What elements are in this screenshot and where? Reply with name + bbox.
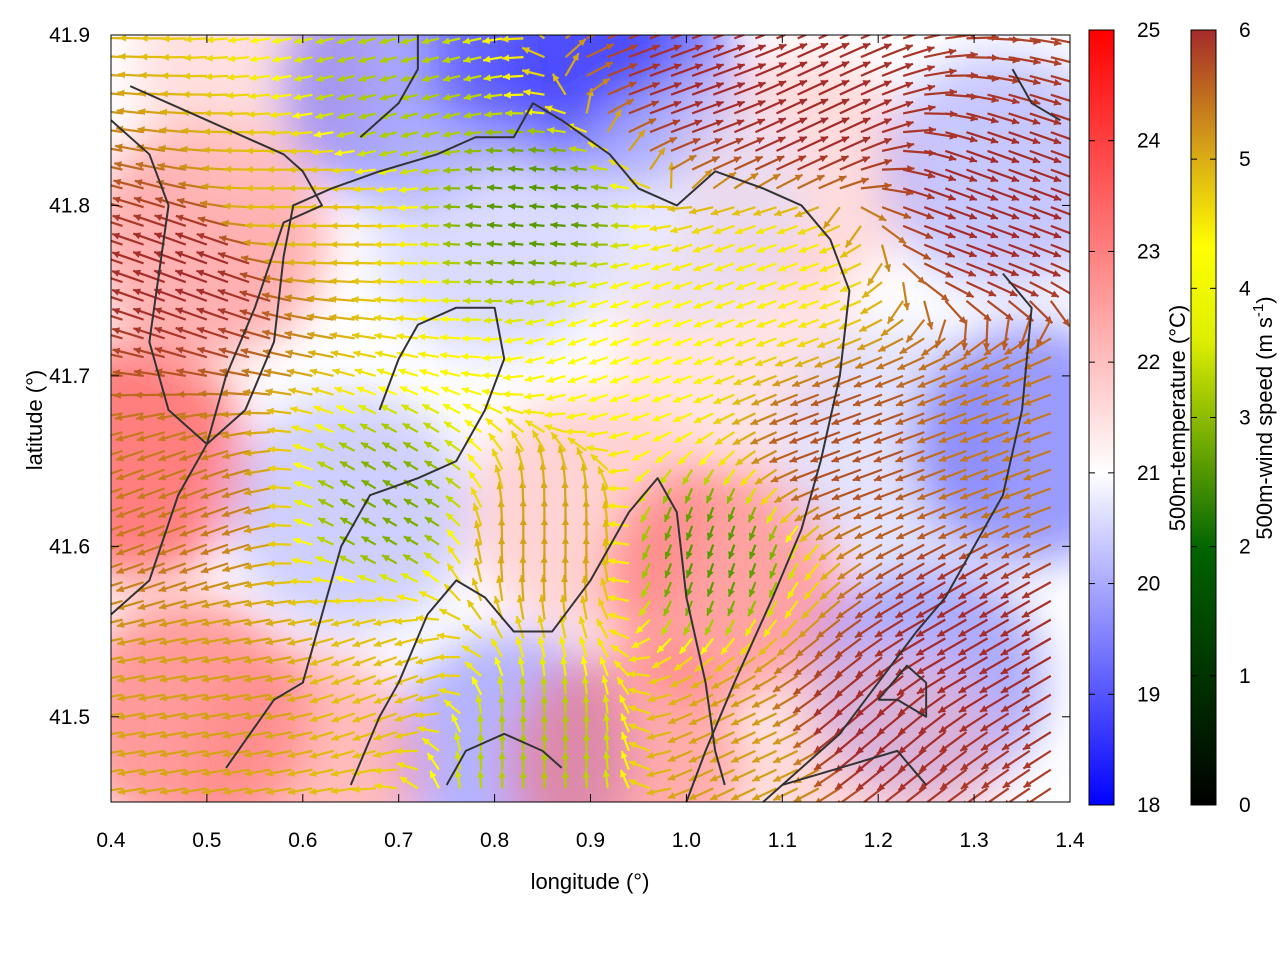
colorbar-tick-label: 5 <box>1239 148 1251 171</box>
wind-colorbar-label: 500m-wind speed (m s-1) <box>1250 296 1277 539</box>
temperature-sample <box>912 324 1152 564</box>
temperature-colorbar-label: 500m-temperature (°C) <box>1165 305 1190 531</box>
colorbar-tick-label: 4 <box>1239 277 1251 300</box>
temperature-sample <box>883 51 1123 291</box>
x-tick-label: 0.9 <box>576 829 605 852</box>
wind-colorbar: 0 1 2 3 4 5 6 500m-wind speed (m s-1) <box>1191 19 1277 817</box>
colorbar-tick-label: 19 <box>1137 683 1160 706</box>
y-axis-label: latitude (°) <box>22 370 47 471</box>
colorbar-tick-label: 22 <box>1137 351 1160 374</box>
x-tick-label: 0.4 <box>96 829 126 852</box>
x-tick-label: 1.3 <box>959 829 988 852</box>
x-tick-label: 0.6 <box>288 829 317 852</box>
plot-area: 0.4 0.5 0.6 0.7 0.8 0.9 1.0 1.1 1.2 1.3 1.4 41.5 41… <box>10 0 1151 894</box>
colorbar-tick-label: 24 <box>1137 130 1161 153</box>
y-tick-label: 41.9 <box>49 24 90 47</box>
wind-colorbar-label-sup: -1 <box>1250 304 1267 317</box>
x-tick-label: 1.0 <box>672 829 701 852</box>
y-tick-label: 41.5 <box>49 706 90 729</box>
colorbar-tick-label: 6 <box>1239 19 1251 42</box>
colorbar-tick-label: 23 <box>1137 240 1160 263</box>
x-tick-label: 1.2 <box>864 829 893 852</box>
x-tick-label: 0.7 <box>384 829 413 852</box>
wind-colorbar-label-main: 500m-wind speed (m s <box>1252 317 1277 540</box>
temperature-colorbar: 18 19 20 21 22 23 24 25 500m-temperature (°C) <box>1089 19 1190 817</box>
temperature-sample <box>231 392 471 632</box>
x-tick-label: 1.1 <box>768 829 797 852</box>
colorbar-tick-label: 3 <box>1239 407 1251 430</box>
temperature-sample <box>566 85 806 325</box>
x-tick-label: 0.8 <box>480 829 509 852</box>
wind-colorbar-label-end: ) <box>1252 296 1277 303</box>
x-tick-label: 1.4 <box>1055 829 1085 852</box>
colorbar-tick-label: 2 <box>1239 536 1251 559</box>
colorbar-tick-label: 18 <box>1137 794 1160 817</box>
y-tick-label: 41.7 <box>49 365 90 388</box>
x-axis-label: longitude (°) <box>531 869 650 894</box>
colorbar-tick-label: 25 <box>1137 19 1160 42</box>
colorbar-tick-label: 21 <box>1137 462 1160 485</box>
colorbar-tick-label: 20 <box>1137 573 1160 596</box>
temperature-colorbar-gradient <box>1089 30 1114 805</box>
x-tick-label: 0.5 <box>192 829 221 852</box>
colorbar-tick-label: 1 <box>1239 665 1251 688</box>
y-tick-label: 41.8 <box>49 194 90 217</box>
colorbar-tick-label: 0 <box>1239 794 1251 817</box>
y-tick-label: 41.6 <box>49 535 90 558</box>
